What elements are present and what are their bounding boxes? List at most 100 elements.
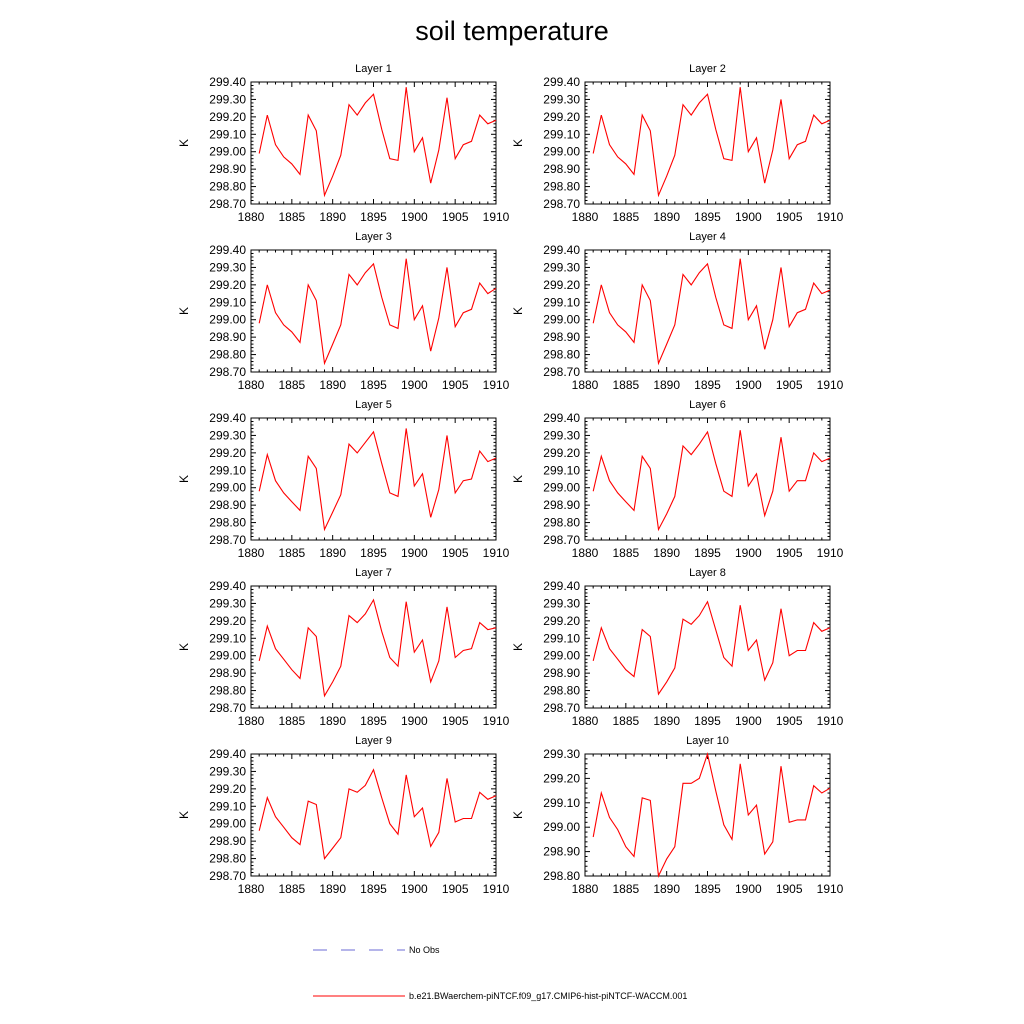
- x-tick-label: 1905: [776, 546, 803, 560]
- y-tick-label: 298.70: [209, 533, 246, 547]
- y-tick-label: 299.20: [543, 110, 580, 124]
- y-tick-label: 299.30: [209, 764, 246, 778]
- x-tick-label: 1910: [817, 882, 844, 896]
- x-tick-label: 1895: [360, 210, 387, 224]
- legend-model-label: b.e21.BWaerchem-piNTCF.f09_g17.CMIP6-his…: [409, 991, 687, 1001]
- y-tick-label: 299.40: [209, 411, 246, 425]
- y-tick-label: 298.70: [543, 365, 580, 379]
- series-line: [592, 258, 831, 366]
- y-tick-label: 299.20: [209, 614, 246, 628]
- x-tick-label: 1910: [817, 378, 844, 392]
- x-tick-label: 1910: [817, 210, 844, 224]
- y-tick-label: 298.90: [209, 666, 246, 680]
- plot-frame: [584, 753, 831, 877]
- y-tick-label: 299.10: [543, 463, 580, 477]
- x-tick-label: 1885: [278, 210, 305, 224]
- plot-frame: [584, 249, 831, 373]
- x-tick-label: 1900: [401, 714, 428, 728]
- y-tick-label: 299.00: [209, 145, 246, 159]
- plot-frame: [250, 249, 497, 373]
- x-tick-label: 1905: [442, 882, 469, 896]
- x-tick-label: 1905: [776, 378, 803, 392]
- x-tick-label: 1885: [278, 714, 305, 728]
- y-tick-label: 299.20: [543, 278, 580, 292]
- panel-title: Layer 2: [689, 63, 726, 75]
- plot-frame: [584, 417, 831, 541]
- series-line: [258, 768, 497, 860]
- panel-title: Layer 5: [355, 399, 392, 411]
- y-tick-label: 299.20: [209, 110, 246, 124]
- y-axis-label: K: [511, 475, 525, 483]
- y-tick-label: 299.40: [543, 243, 580, 257]
- panel-layer-3: Layer 3 298.70 298.80 298.90 299.00 299.10 299…: [177, 231, 510, 392]
- panel-title: Layer 7: [355, 567, 392, 579]
- x-tick-label: 1880: [238, 546, 265, 560]
- y-tick-label: 299.00: [543, 481, 580, 495]
- panel-layer-5: Layer 5 298.70 298.80 298.90 299.00 299.10 299…: [177, 399, 510, 560]
- y-tick-label: 299.40: [209, 75, 246, 89]
- panel-layer-2: Layer 2 298.70 298.80 298.90 299.00 299.10 299…: [511, 63, 844, 224]
- panels: Layer 1 298.70 298.80 298.90 299.00 299.10 299…: [177, 63, 844, 896]
- x-tick-label: 1890: [319, 714, 346, 728]
- legend-obs-label: No Obs: [409, 945, 440, 955]
- y-axis-label: K: [511, 643, 525, 651]
- y-tick-label: 299.30: [209, 428, 246, 442]
- y-tick-label: 299.20: [209, 782, 246, 796]
- panel-layer-8: Layer 8 298.70 298.80 298.90 299.00 299.10 299…: [511, 567, 844, 728]
- panel-title: Layer 6: [689, 399, 726, 411]
- panel-layer-9: Layer 9 298.70 298.80 298.90 299.00 299.10 299…: [177, 735, 510, 896]
- x-tick-label: 1900: [735, 546, 762, 560]
- x-tick-label: 1885: [612, 378, 639, 392]
- y-tick-label: 298.90: [543, 498, 580, 512]
- x-tick-label: 1890: [653, 378, 680, 392]
- x-tick-label: 1880: [572, 210, 599, 224]
- y-tick-label: 299.30: [209, 260, 246, 274]
- y-tick-label: 298.90: [209, 834, 246, 848]
- x-tick-label: 1910: [817, 714, 844, 728]
- y-axis-label: K: [177, 643, 191, 651]
- y-axis-label: K: [177, 475, 191, 483]
- x-tick-label: 1910: [817, 546, 844, 560]
- x-tick-label: 1880: [238, 378, 265, 392]
- series-line: [258, 258, 497, 366]
- y-tick-label: 299.40: [543, 75, 580, 89]
- y-tick-label: 298.70: [209, 869, 246, 883]
- y-tick-label: 299.20: [543, 446, 580, 460]
- x-tick-label: 1885: [612, 882, 639, 896]
- y-tick-label: 299.10: [543, 631, 580, 645]
- y-tick-label: 298.70: [209, 365, 246, 379]
- x-tick-label: 1880: [238, 882, 265, 896]
- x-tick-label: 1900: [735, 882, 762, 896]
- y-tick-label: 299.30: [543, 92, 580, 106]
- y-tick-label: 299.00: [209, 817, 246, 831]
- x-tick-label: 1905: [776, 714, 803, 728]
- x-tick-label: 1885: [612, 714, 639, 728]
- y-axis-label: K: [177, 811, 191, 819]
- y-tick-label: 298.90: [543, 330, 580, 344]
- x-tick-label: 1885: [278, 378, 305, 392]
- panel-layer-1: Layer 1 298.70 298.80 298.90 299.00 299.10 299…: [177, 63, 510, 224]
- y-tick-label: 299.00: [543, 313, 580, 327]
- x-tick-label: 1895: [694, 714, 721, 728]
- x-tick-label: 1900: [401, 546, 428, 560]
- panel-layer-4: Layer 4 298.70 298.80 298.90 299.00 299.10 299…: [511, 231, 844, 392]
- series-line: [258, 87, 497, 198]
- panel-title: Layer 9: [355, 735, 392, 747]
- y-tick-label: 298.80: [209, 516, 246, 530]
- y-tick-label: 299.20: [209, 446, 246, 460]
- series-line: [592, 87, 831, 198]
- y-tick-label: 298.80: [543, 348, 580, 362]
- panel-layer-7: Layer 7 298.70 298.80 298.90 299.00 299.10 299…: [177, 567, 510, 728]
- series-line: [258, 428, 497, 532]
- x-tick-label: 1905: [442, 210, 469, 224]
- y-tick-label: 299.00: [543, 649, 580, 663]
- y-tick-label: 298.80: [209, 180, 246, 194]
- x-tick-label: 1905: [776, 210, 803, 224]
- x-tick-label: 1880: [572, 714, 599, 728]
- y-tick-label: 298.80: [543, 684, 580, 698]
- x-tick-label: 1900: [735, 714, 762, 728]
- x-tick-label: 1890: [653, 882, 680, 896]
- x-tick-label: 1900: [401, 378, 428, 392]
- x-tick-label: 1890: [319, 378, 346, 392]
- panel-title: Layer 10: [686, 735, 729, 747]
